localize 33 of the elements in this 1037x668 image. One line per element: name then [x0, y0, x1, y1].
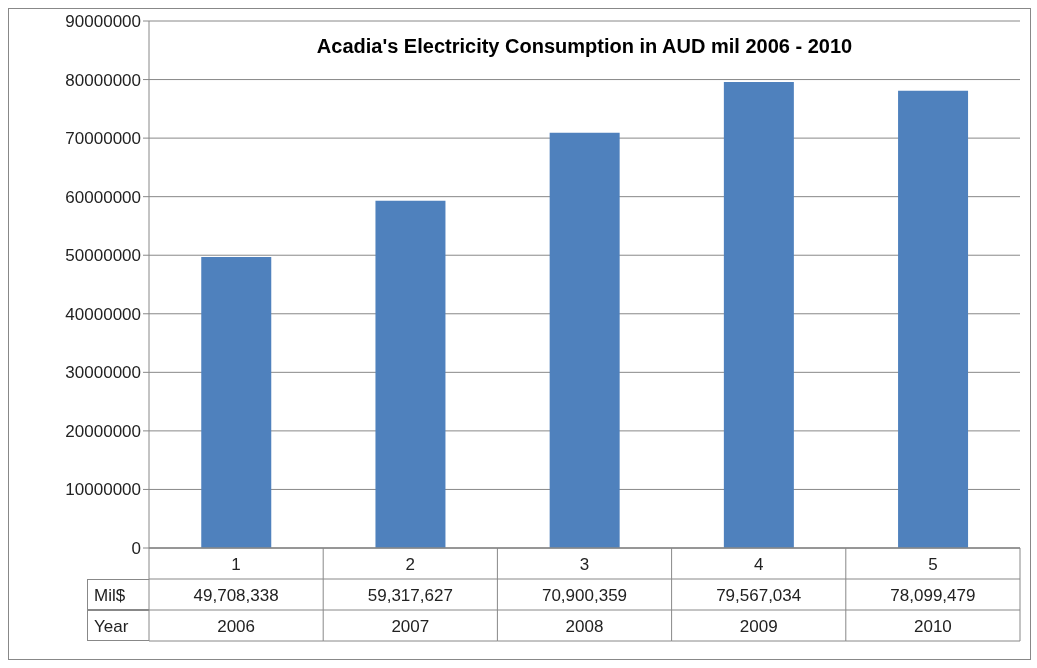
y-tick-label: 50000000 — [65, 246, 141, 266]
bar — [549, 132, 620, 548]
y-tick-label: 0 — [131, 539, 141, 559]
data-label: 59,317,627 — [367, 585, 453, 605]
x-tick-label: 5 — [928, 554, 938, 574]
data-label: 49,708,338 — [193, 585, 279, 605]
text: 2006 — [217, 616, 256, 636]
text: 2010 — [913, 616, 952, 636]
x-tick-label: 4 — [753, 554, 764, 574]
data-label: 70,900,359 — [541, 585, 628, 605]
data-label: 79,567,034 — [716, 585, 802, 605]
text: Year — [87, 610, 149, 641]
bar — [201, 256, 272, 548]
y-tick-label: 20000000 — [65, 421, 141, 441]
y-tick-label: 80000000 — [65, 70, 141, 90]
y-tick-label: 10000000 — [65, 480, 141, 500]
bar — [898, 90, 969, 548]
data-label: 78,099,479 — [890, 585, 976, 605]
x-tick-label: 2 — [405, 554, 416, 574]
y-tick-label: 30000000 — [65, 363, 141, 383]
y-tick-label: 90000000 — [65, 12, 141, 32]
y-tick-label: 40000000 — [65, 304, 141, 324]
bar — [723, 82, 794, 548]
text: Mil$ — [87, 579, 149, 610]
y-tick-label: 70000000 — [65, 129, 141, 149]
y-tick-label: 60000000 — [65, 187, 141, 207]
text: 2007 — [391, 616, 430, 636]
text: 2008 — [565, 616, 604, 636]
text: 2009 — [739, 616, 778, 636]
bar — [375, 200, 446, 548]
x-tick-label: 1 — [231, 554, 241, 574]
x-tick-label: 3 — [579, 554, 590, 574]
text: Acadia's Electricity Consumption in AUD mil 2006 - 2010 — [315, 35, 854, 58]
